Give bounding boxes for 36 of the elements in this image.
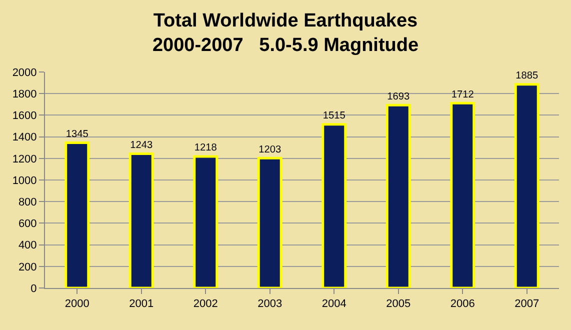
data-label: 1712 (451, 89, 474, 100)
bar (193, 155, 218, 288)
y-tick-label: 400 (18, 240, 37, 252)
y-tick-label: 800 (18, 196, 37, 208)
data-label: 1693 (387, 91, 410, 102)
y-tick-label: 1800 (12, 88, 37, 100)
x-tick-label: 2005 (386, 298, 411, 310)
data-label: 1345 (66, 128, 89, 140)
bar (322, 123, 347, 288)
x-tick-label: 2002 (193, 298, 218, 310)
bar (257, 156, 282, 288)
bar (128, 152, 154, 288)
bar (386, 104, 411, 288)
data-label: 1218 (194, 142, 218, 154)
x-tick-label: 2003 (258, 298, 282, 310)
x-tick-label: 2001 (129, 298, 154, 310)
y-tick-label: 1000 (12, 174, 37, 187)
y-tick-label: 2000 (12, 66, 37, 79)
x-tick-label: 2006 (450, 298, 475, 310)
x-tick-label: 2007 (514, 298, 540, 310)
y-tick-label: 0 (30, 282, 37, 295)
bar (450, 102, 476, 288)
x-tick-label: 2000 (64, 298, 90, 310)
y-tick-label: 600 (18, 218, 37, 230)
y-tick-label: 200 (18, 261, 37, 274)
data-label: 1515 (322, 110, 346, 122)
bar (64, 141, 90, 288)
data-label: 1885 (516, 70, 538, 82)
y-tick-label: 1600 (12, 110, 37, 122)
bar (514, 83, 540, 288)
chart-title: Total Worldwide Earthquakes 2000-2007 5.0-5.9 Magnitude (152, 10, 419, 56)
data-label: 1203 (258, 144, 282, 156)
y-tick-label: 1400 (12, 132, 37, 144)
y-tick-label: 1200 (12, 153, 37, 166)
data-label: 1243 (130, 140, 153, 152)
x-tick-label: 2004 (322, 298, 346, 310)
